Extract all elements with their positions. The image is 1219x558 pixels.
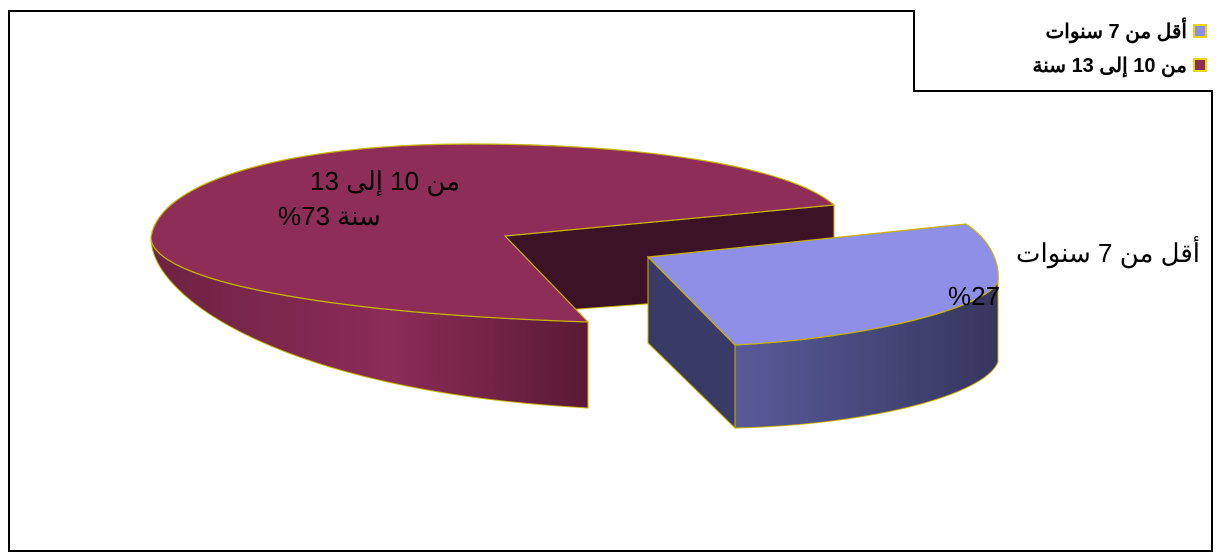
data-label-10-13-years: من 10 إلى 13 سنة 73% — [278, 166, 460, 231]
legend-swatch-blue — [1193, 24, 1207, 38]
data-label-under-7-line2: %27 — [948, 281, 1000, 311]
data-label-under-7-years: أقل من 7 سنوات %27 — [948, 235, 1200, 311]
data-label-10-13-line1: من 10 إلى 13 — [310, 166, 460, 197]
data-label-10-13-line2: سنة 73% — [278, 201, 381, 231]
pie-slice-under-7-years — [646, 223, 999, 430]
data-label-under-7-line1: أقل من 7 سنوات — [1016, 235, 1200, 269]
legend-entry-under-7-years: أقل من 7 سنوات — [915, 14, 1207, 48]
legend-label: أقل من 7 سنوات — [1045, 20, 1187, 43]
legend-swatch-maroon — [1193, 58, 1207, 72]
legend-label: من 10 إلى 13 سنة — [1032, 54, 1187, 77]
legend-entry-10-13-years: من 10 إلى 13 سنة — [915, 48, 1207, 82]
legend: أقل من 7 سنوات من 10 إلى 13 سنة — [913, 10, 1213, 92]
